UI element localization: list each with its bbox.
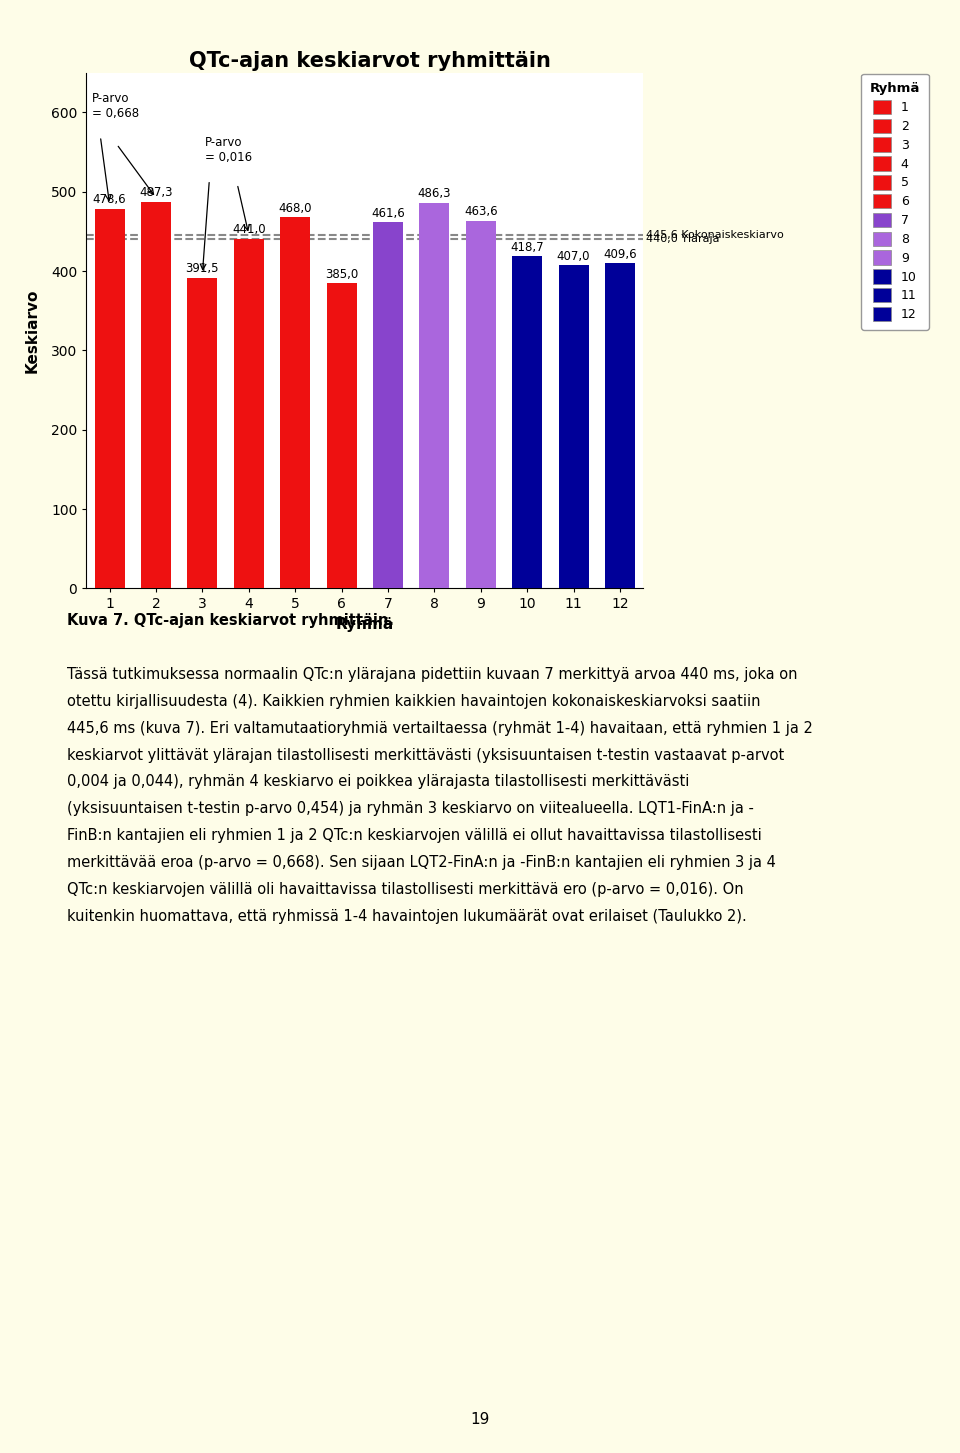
Text: Kuva 7. QTc-ajan keskiarvot ryhmittäin.: Kuva 7. QTc-ajan keskiarvot ryhmittäin. [67,613,395,628]
Text: P-arvo
= 0,016: P-arvo = 0,016 [204,137,252,164]
Text: 486,3: 486,3 [418,187,451,201]
Bar [420,202,449,588]
Text: FinB:n kantajien eli ryhmien 1 ja 2 QTc:n keskiarvojen välillä ei ollut havaitta: FinB:n kantajien eli ryhmien 1 ja 2 QTc:… [67,828,762,843]
Bar [187,278,218,588]
Text: 445,6 ms (kuva 7). Eri valtamutaatioryhmiä vertailtaessa (ryhmät 1-4) havaitaan,: 445,6 ms (kuva 7). Eri valtamutaatioryhm… [67,721,813,735]
Text: Tässä tutkimuksessa normaalin QTc:n ylärajana pidettiin kuvaan 7 merkittyä arvoa: Tässä tutkimuksessa normaalin QTc:n ylär… [67,667,798,681]
Text: 440,0 Yläraja: 440,0 Yläraja [646,234,719,244]
Text: 391,5: 391,5 [185,263,219,276]
Text: 463,6: 463,6 [464,205,497,218]
Text: merkittävää eroa (p-arvo = 0,668). Sen sijaan LQT2-FinA:n ja -FinB:n kantajien e: merkittävää eroa (p-arvo = 0,668). Sen s… [67,856,776,870]
Text: 409,6: 409,6 [603,248,636,262]
Text: 385,0: 385,0 [325,267,358,280]
Text: P-arvo
= 0,668: P-arvo = 0,668 [92,92,139,121]
Bar [326,283,357,588]
Y-axis label: Keskiarvo: Keskiarvo [25,288,40,373]
Text: otettu kirjallisuudesta (4). Kaikkien ryhmien kaikkien havaintojen kokonaiskeski: otettu kirjallisuudesta (4). Kaikkien ry… [67,695,760,709]
Text: 418,7: 418,7 [511,241,544,254]
Text: QTc:n keskiarvojen välillä oli havaittavissa tilastollisesti merkittävä ero (p-a: QTc:n keskiarvojen välillä oli havaittav… [67,882,744,897]
Text: (yksisuuntaisen t-testin p-arvo 0,454) ja ryhmän 3 keskiarvo on viitealueella. L: (yksisuuntaisen t-testin p-arvo 0,454) j… [67,802,754,817]
Text: 445,6 Kokonaiskeskiarvo: 445,6 Kokonaiskeskiarvo [646,230,783,240]
Text: 0,004 ja 0,044), ryhmän 4 keskiarvo ei poikkea ylärajasta tilastollisesti merkit: 0,004 ja 0,044), ryhmän 4 keskiarvo ei p… [67,774,689,789]
Text: keskiarvot ylittävät ylärajan tilastollisesti merkittävästi (yksisuuntaisen t-te: keskiarvot ylittävät ylärajan tilastolli… [67,748,784,763]
Text: kuitenkin huomattava, että ryhmissä 1-4 havaintojen lukumäärät ovat erilaiset (T: kuitenkin huomattava, että ryhmissä 1-4 … [67,910,747,924]
Text: 461,6: 461,6 [372,206,405,219]
Text: 487,3: 487,3 [139,186,173,199]
Bar [559,266,588,588]
Bar [280,216,310,588]
Text: 478,6: 478,6 [93,193,127,206]
Bar [605,263,636,588]
Bar [94,209,125,588]
Text: 441,0: 441,0 [232,224,266,237]
Text: 19: 19 [470,1412,490,1427]
Bar [233,238,264,588]
Text: 407,0: 407,0 [557,250,590,263]
Text: QTc-ajan keskiarvot ryhmittäin: QTc-ajan keskiarvot ryhmittäin [189,51,550,71]
Text: 468,0: 468,0 [278,202,312,215]
Bar [466,221,496,588]
Bar [512,256,542,588]
X-axis label: Ryhmä: Ryhmä [336,618,394,632]
Bar [372,222,403,588]
Bar [141,202,171,588]
Legend: 1, 2, 3, 4, 5, 6, 7, 8, 9, 10, 11, 12: 1, 2, 3, 4, 5, 6, 7, 8, 9, 10, 11, 12 [861,74,929,330]
